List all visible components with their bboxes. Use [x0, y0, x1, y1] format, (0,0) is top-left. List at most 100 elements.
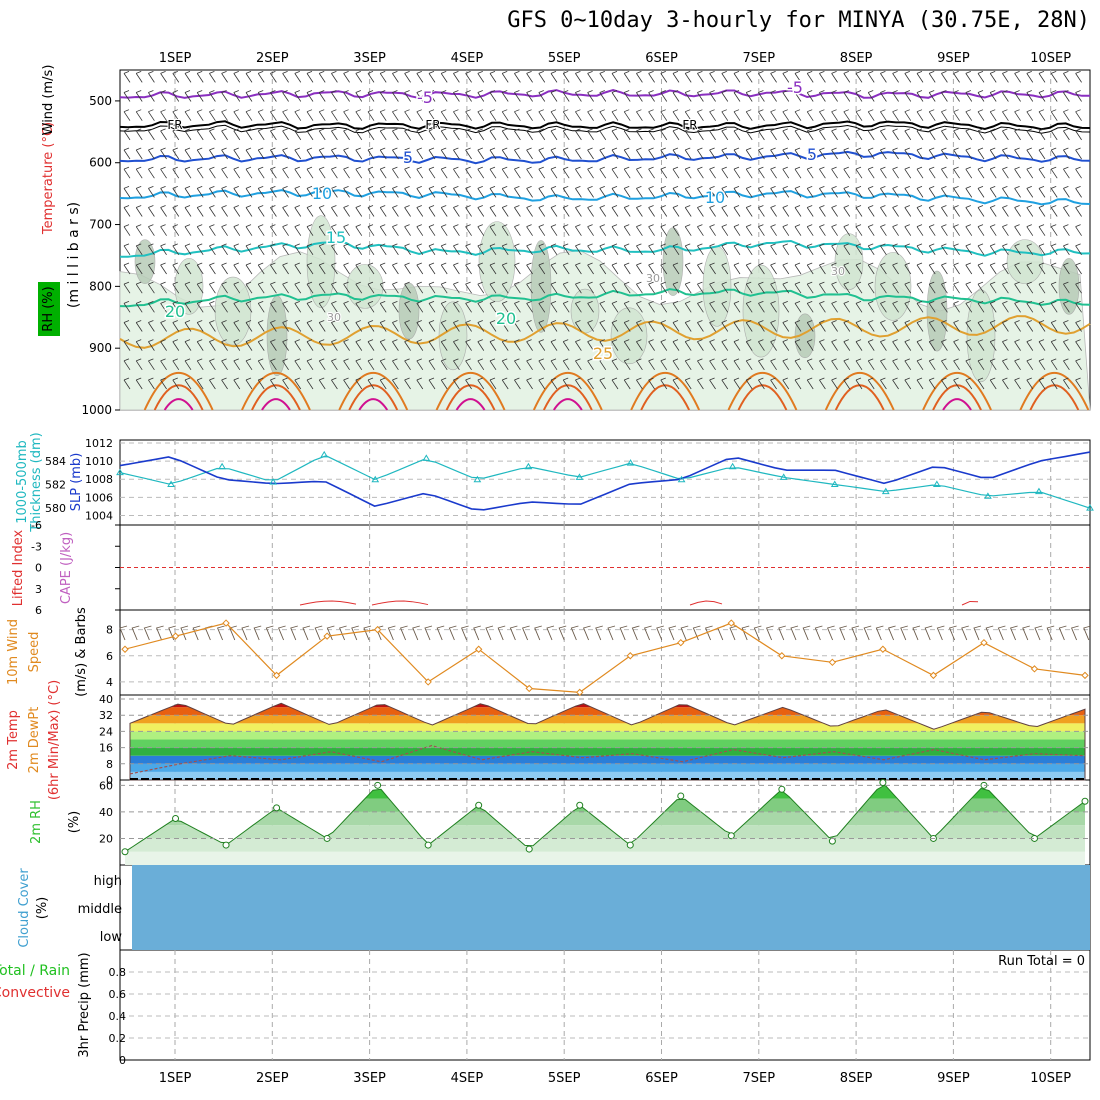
rh-patch — [610, 307, 648, 365]
wind-barb — [184, 243, 192, 256]
wind-barb — [257, 166, 265, 179]
wind-barb — [721, 166, 729, 179]
wind-barb — [575, 300, 582, 313]
wind-barb — [379, 224, 387, 236]
wind-barb — [135, 205, 143, 217]
wind-barb — [1075, 90, 1082, 102]
wind-barb — [453, 339, 460, 351]
thickness-marker — [575, 473, 584, 480]
wind-barb — [306, 128, 314, 141]
wind-barb — [941, 339, 948, 351]
wind-barb — [1050, 243, 1058, 256]
wind-barb — [733, 339, 741, 351]
wind-barb — [611, 281, 619, 294]
wind-barb — [1063, 70, 1070, 83]
wind-barb — [1050, 262, 1058, 275]
wind-barb — [355, 205, 363, 217]
wind-barb — [709, 281, 716, 294]
wind-barb — [294, 320, 302, 332]
wind-barb — [1050, 128, 1058, 141]
contour-lobe — [261, 398, 291, 411]
wind-barb — [331, 166, 338, 179]
bottom-date-label: 9SEP — [937, 1071, 970, 1086]
wind-barb — [123, 128, 131, 141]
wind-barb — [428, 262, 436, 275]
wind-barb — [526, 166, 533, 179]
wind-barb — [660, 281, 668, 294]
wind-barb — [489, 339, 497, 351]
contour-lobe — [640, 384, 691, 411]
surface-wind-barb — [619, 625, 628, 641]
wind-barb — [270, 70, 277, 83]
wind-barb — [892, 205, 899, 217]
wind-barb — [148, 166, 155, 179]
wind-barb — [465, 109, 472, 121]
wind-barb — [477, 281, 485, 294]
wind-barb — [416, 300, 424, 313]
wind-barb — [697, 90, 704, 102]
wind-barb — [599, 339, 607, 351]
wind-barb — [953, 358, 960, 371]
wind-barb — [440, 339, 448, 351]
wind-barb — [538, 224, 546, 236]
wind-barb — [575, 205, 582, 217]
wind-barb — [1002, 166, 1009, 179]
wind-barb — [1038, 262, 1046, 275]
wind-barb — [819, 70, 826, 83]
contour-lobe — [824, 371, 895, 411]
wind-barb — [1075, 147, 1082, 160]
rh-marker — [828, 837, 836, 845]
wind-barb — [928, 90, 936, 102]
wind-barb — [501, 300, 509, 313]
wind-barb — [514, 224, 521, 236]
wind-barb — [306, 358, 314, 371]
wind-barb — [1063, 224, 1070, 236]
wind-barb — [880, 281, 887, 294]
wind-barb — [855, 147, 863, 160]
surface-wind-barb — [997, 625, 1006, 641]
wind-barb — [148, 70, 155, 83]
wind-barb — [538, 185, 546, 198]
wind-barb — [1026, 320, 1034, 332]
wind-barb — [977, 147, 985, 160]
wind-barb — [270, 281, 277, 294]
wind-barb — [148, 281, 155, 294]
wind-barb — [477, 205, 485, 217]
wind-barb — [660, 128, 668, 141]
wind-barb — [196, 262, 204, 275]
wind-barb — [428, 109, 436, 121]
wind-barb — [501, 147, 509, 160]
wind-barb — [148, 224, 155, 236]
wind-barb — [379, 185, 387, 198]
wind-barb — [697, 109, 704, 121]
wind-barb — [453, 128, 460, 141]
wind-barb — [465, 262, 472, 275]
wind-barb — [831, 320, 838, 332]
wind-barb — [989, 281, 997, 294]
wind-barb — [721, 358, 729, 371]
wind-barb — [257, 377, 265, 390]
contour-lobe — [532, 371, 603, 411]
wind-barb — [867, 281, 875, 294]
wind-barb — [501, 185, 509, 198]
rh-marker — [273, 804, 281, 812]
wind-barb — [233, 320, 241, 332]
wind-barb — [477, 300, 485, 313]
wind-barb — [745, 320, 753, 332]
wind-barb — [794, 377, 802, 390]
wind-barb — [514, 109, 521, 121]
wind-barb — [306, 243, 314, 256]
wind-barb — [196, 166, 204, 179]
wind-barb — [257, 358, 265, 371]
wind-barb — [684, 224, 692, 236]
wind-barb — [782, 185, 790, 198]
wind-barb — [184, 109, 192, 121]
contour-lobe — [338, 371, 409, 411]
bottom-date-label: 5SEP — [548, 1071, 581, 1086]
wind-barb — [489, 377, 497, 390]
contour-lobe — [727, 371, 798, 411]
surface-wind-barb — [839, 625, 847, 641]
surface-wind-barb — [765, 625, 774, 641]
wind-barb — [782, 262, 790, 275]
wind-barb — [636, 128, 643, 141]
